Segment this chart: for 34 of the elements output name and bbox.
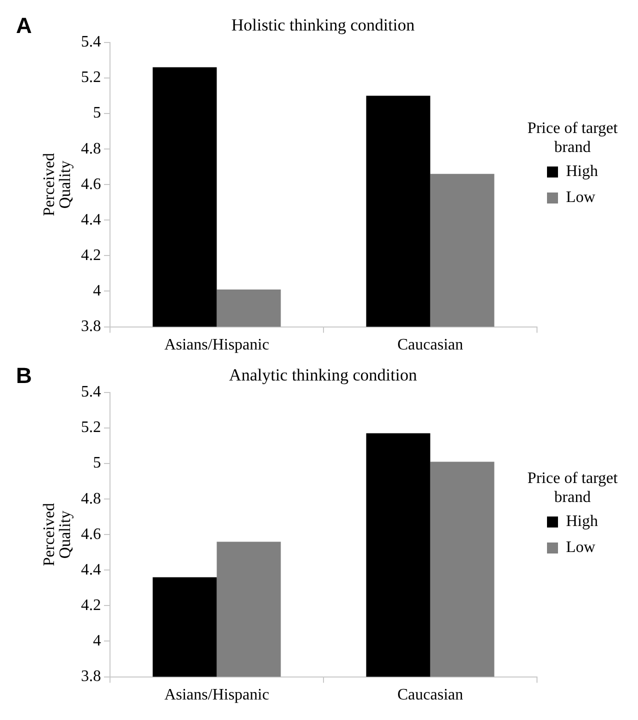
legend-title: Price of target brand bbox=[527, 470, 618, 506]
chart-title: Holistic thinking condition bbox=[231, 16, 416, 35]
x-tick-label: Caucasian bbox=[397, 336, 464, 354]
y-tick-label: 3.8 bbox=[81, 668, 101, 686]
y-tick-label: 5.4 bbox=[81, 384, 101, 401]
y-tick-label: 4.4 bbox=[81, 561, 101, 578]
legend-label: High bbox=[566, 163, 598, 180]
y-tick-label: 5 bbox=[93, 454, 101, 472]
text: A bbox=[16, 13, 32, 38]
y-axis-title: Perceived Quality bbox=[41, 153, 74, 216]
legend-label: Low bbox=[566, 539, 596, 556]
y-tick-label: 4.6 bbox=[81, 176, 101, 193]
legend-label: Low bbox=[566, 189, 596, 206]
chart-title: Analytic thinking condition bbox=[229, 366, 418, 385]
y-tick-label: 4.6 bbox=[81, 526, 101, 543]
y-tick-label: 4.8 bbox=[81, 140, 101, 158]
x-tick-label: Asians/Hispanic bbox=[164, 336, 270, 354]
x-tick-label: Caucasian bbox=[397, 686, 464, 704]
y-tick-label: 4.2 bbox=[81, 596, 101, 614]
y-tick-label: 4.4 bbox=[81, 211, 101, 228]
y-tick-label: 4.2 bbox=[81, 246, 101, 264]
x-tick-label: Asians/Hispanic bbox=[164, 686, 270, 704]
y-tick-label: 5.4 bbox=[81, 34, 101, 51]
y-tick-label: 4 bbox=[93, 282, 101, 300]
y-axis-title: Perceived Quality bbox=[41, 503, 74, 566]
y-tick-label: 5.2 bbox=[81, 419, 101, 436]
legend-label: High bbox=[566, 513, 598, 530]
y-tick-label: 4.8 bbox=[81, 490, 101, 508]
text: B bbox=[16, 363, 32, 388]
y-tick-label: 4 bbox=[93, 632, 101, 650]
y-tick-label: 3.8 bbox=[81, 318, 101, 336]
y-tick-label: 5.2 bbox=[81, 69, 101, 86]
y-tick-label: 5 bbox=[93, 104, 101, 122]
legend-title: Price of target brand bbox=[527, 120, 618, 156]
